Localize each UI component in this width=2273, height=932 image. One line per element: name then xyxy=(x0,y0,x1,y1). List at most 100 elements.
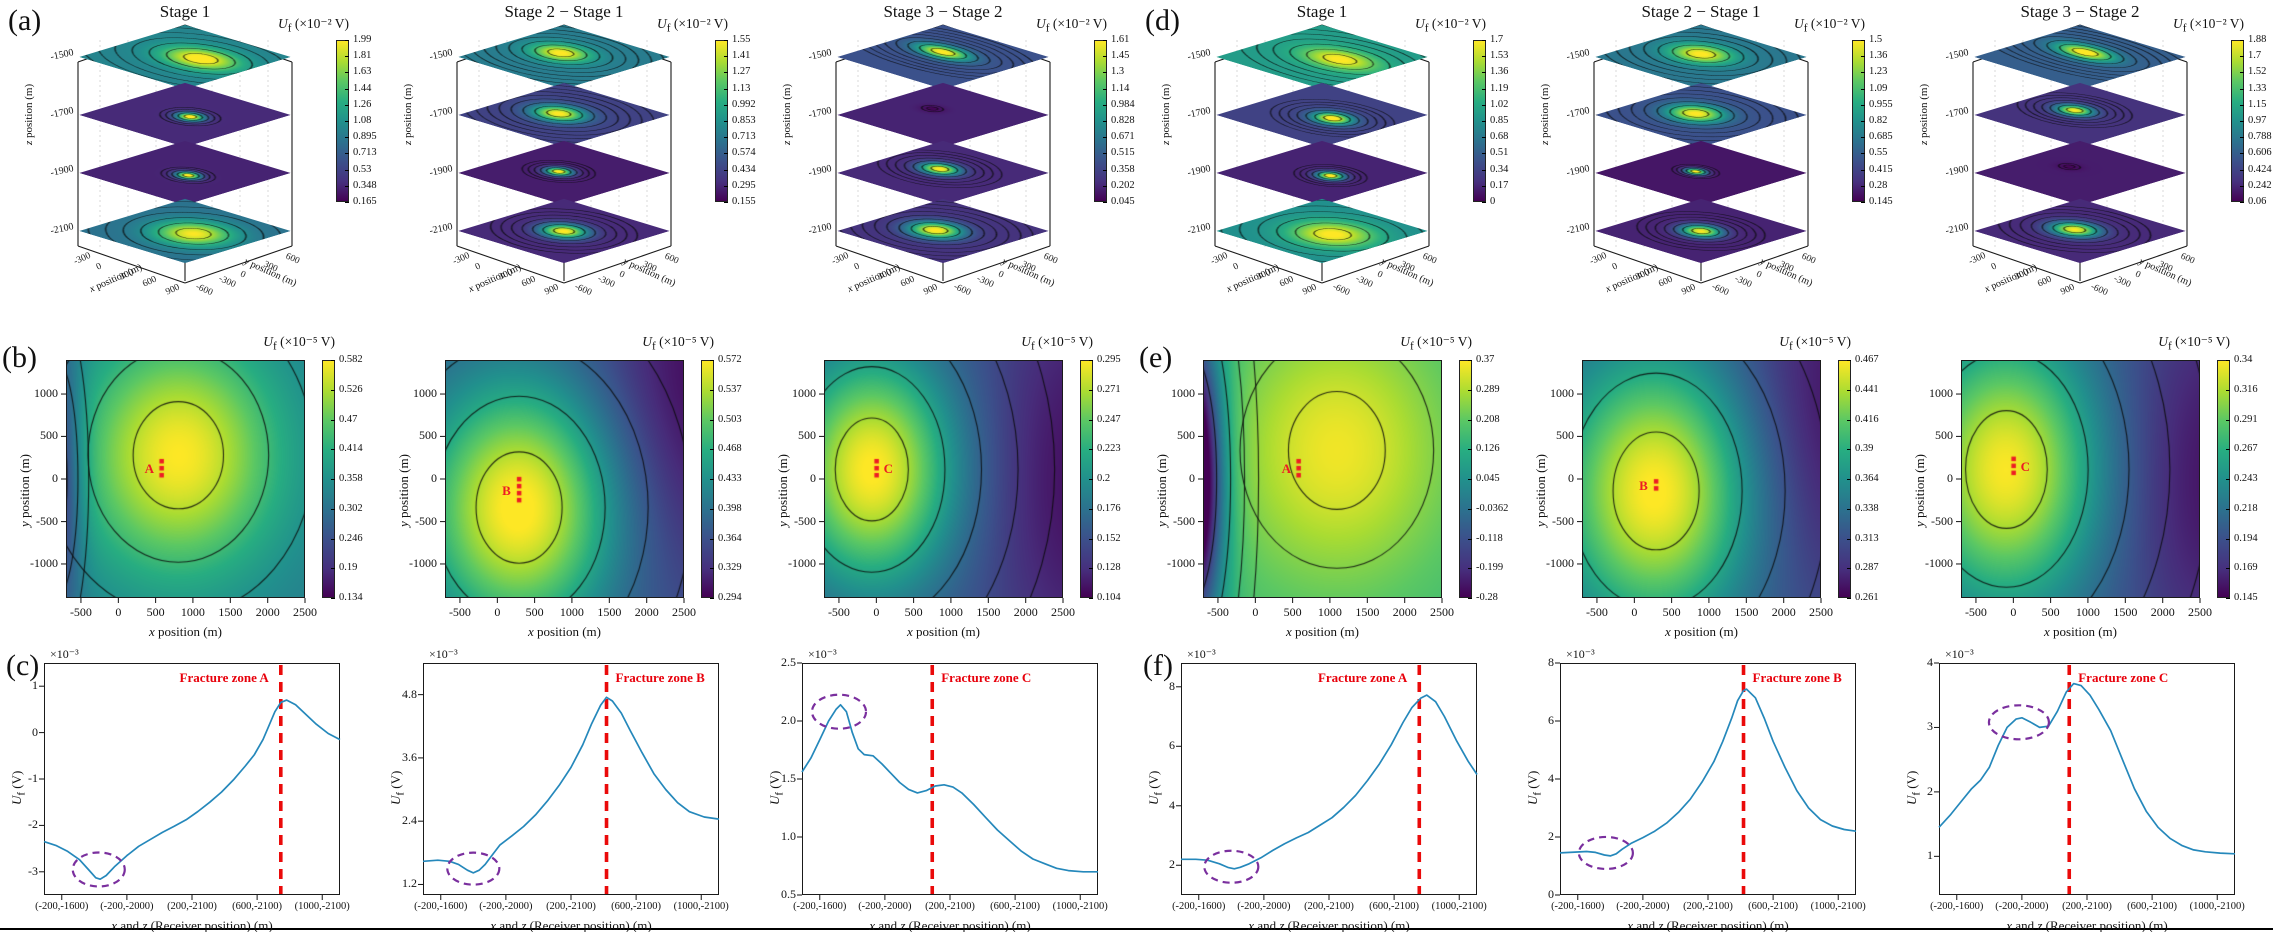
panel-line-profile: ×10⁻³ Fracture zone C 2.5 2.0 1.5 1.0 0.5 (-200… xyxy=(758,635,1137,932)
y-axis-tick-label: 1000 xyxy=(1550,386,1574,401)
plot-title: Stage 3 − Stage 2 xyxy=(883,2,1003,21)
x-axis-tick-label: 0 xyxy=(2010,605,2017,619)
panel-letter: (e) xyxy=(1139,341,1173,374)
z-axis-label: z position (m) xyxy=(1160,83,1172,145)
y-axis-tick-label: 2 xyxy=(1169,857,1175,872)
colorbar-tick-label: 0.243 xyxy=(2234,473,2258,484)
x-axis-tick-label: 1500 xyxy=(976,605,1001,619)
colorbar-tick-label: 0.169 xyxy=(2234,562,2258,574)
colorbar-tick-label: 0.34 xyxy=(2234,354,2253,365)
colorbar-units: (×10⁻² V) xyxy=(1807,16,1865,31)
panel-letter: (c) xyxy=(6,649,40,682)
colorbar-tick-label: 0.338 xyxy=(1855,502,1879,514)
colorbar-tick-mark xyxy=(1103,72,1107,74)
colorbar-tick-mark xyxy=(1468,568,1472,570)
x-axis-label: x position (m) xyxy=(528,624,601,639)
axes-ticks xyxy=(440,393,685,603)
x-axis-tick-label: 2500 xyxy=(672,605,696,619)
x-axis-tick-label: (-200,-2000) xyxy=(1995,901,2049,912)
x-axis-tick-label: 500 xyxy=(904,605,923,619)
colorbar-tick-mark xyxy=(724,169,728,171)
profile-curve xyxy=(43,699,341,881)
x-axis-label: x position (m) xyxy=(1665,624,1738,639)
colorbar-tick-mark xyxy=(2226,508,2230,510)
x-axis-tick-label: (200,-2100) xyxy=(1683,901,1733,912)
fracture-zone-label: Fracture zone B xyxy=(1752,670,1842,685)
colorbar-tick-mark xyxy=(1847,538,1851,540)
contour-map-canvas xyxy=(1961,360,2200,598)
y-axis-tick-label: 2.4 xyxy=(402,813,417,828)
colorbar-tick-mark xyxy=(2226,360,2230,361)
colorbar-tick-label: 1.09 xyxy=(1869,82,1888,94)
colorbar-tick-mark xyxy=(1103,88,1107,90)
colorbar-tick-label: 0.247 xyxy=(1097,413,1121,425)
colorbar-tick-label: 0.145 xyxy=(2234,592,2258,603)
colorbar-tick-mark xyxy=(2226,449,2230,451)
y-axis-tick-label: 0 xyxy=(1548,887,1554,901)
marker-letter: A xyxy=(1281,461,1291,477)
colorbar-tick-mark xyxy=(2240,121,2244,122)
y-axis-tick-label: -500 xyxy=(36,513,58,528)
colorbar-tick-label: 0.414 xyxy=(339,443,363,455)
y-axis-label-part: f xyxy=(1152,792,1165,796)
colorbar-tick-label: 1.53 xyxy=(1490,50,1509,62)
z-axis-label: z position (m) xyxy=(781,83,793,145)
z-axis-label: z position (m) xyxy=(402,83,414,145)
colorbar-units: (×10⁻⁵ V) xyxy=(1792,334,1851,349)
y-axis-tick-label: 1000 xyxy=(1171,386,1195,401)
colorbar-tick-mark xyxy=(1861,153,1865,155)
colorbar-title: Uf (×10⁻⁵ V) xyxy=(940,335,1093,353)
y-axis-tick-label: 1000 xyxy=(792,386,816,401)
colorbar-title: Uf (×10⁻² V) xyxy=(196,17,349,35)
y-axis-label-part: U xyxy=(1525,795,1540,805)
x-axis-tick-label: (1000,-2100) xyxy=(1052,901,1108,912)
panel-2d-contour: B -500 0 500 1000 1500 2000 2500 1000 500 0 -500 -10… xyxy=(1516,295,1895,640)
colorbar-tick-mark xyxy=(1482,169,1486,171)
colorbar-tick-label: -0.118 xyxy=(1476,532,1503,544)
y-axis-label: y position (m) xyxy=(1912,454,1927,527)
colorbar-tick-mark xyxy=(1482,72,1486,74)
colorbar-tick-label: 1.14 xyxy=(1111,82,1130,94)
fracture-zone-label: Fracture zone C xyxy=(2078,670,2169,685)
colorbar-units: (×10⁻⁵ V) xyxy=(1034,334,1093,349)
colorbar-tick-mark xyxy=(710,479,714,480)
colorbar-symbol: U xyxy=(277,16,288,31)
axes-ticks xyxy=(61,393,306,603)
colorbar-tick-mark xyxy=(2226,419,2230,421)
colorbar-tick-label: 0.329 xyxy=(718,562,742,574)
panel-letter: (a) xyxy=(8,4,42,37)
colorbar-tick-mark xyxy=(724,56,728,58)
colorbar-tick-mark xyxy=(331,568,335,570)
colorbar-units: (×10⁻² V) xyxy=(670,16,728,31)
highlight-ellipse xyxy=(810,693,868,730)
y-axis-tick-label: 8 xyxy=(1548,655,1554,669)
y-axis-tick-label: -1000 xyxy=(788,555,816,570)
colorbar-tick-mark xyxy=(710,538,714,540)
colorbar-symbol-sub: f xyxy=(287,22,292,35)
plot-box xyxy=(1961,360,2200,598)
colorbar-tick-label: 0.713 xyxy=(353,147,377,159)
x-axis-tick-label: 1500 xyxy=(218,605,243,619)
colorbar-symbol: U xyxy=(1035,16,1046,31)
y-axis-label-part: (V) xyxy=(767,770,782,792)
colorbar-tick-label: 0.126 xyxy=(1476,443,1500,455)
x-axis-tick-label: (-200,-1600) xyxy=(1930,901,1984,912)
colorbar-tick-mark xyxy=(2240,169,2244,171)
x-axis-tick-label: (-200,-1600) xyxy=(1172,901,1226,912)
colorbar-tick-label: 0 xyxy=(1490,196,1496,207)
colorbar-tick-mark xyxy=(724,185,728,187)
colorbar-tick-mark xyxy=(1103,137,1107,139)
colorbar-tick-mark xyxy=(345,185,349,187)
colorbar-tick-label: 0.97 xyxy=(2248,115,2267,126)
colorbar-tick-label: 0.47 xyxy=(339,413,358,425)
colorbar-tick-label: 0.17 xyxy=(1490,179,1509,191)
colorbar-tick-mark xyxy=(1089,419,1093,421)
x-axis-tick-label: (-200,-2000) xyxy=(479,901,533,912)
colorbar-tick-mark xyxy=(1482,185,1486,187)
colorbar-tick-mark xyxy=(1468,508,1472,510)
x-axis-tick-label: 2000 xyxy=(634,605,659,619)
y-axis-label-part: U xyxy=(1904,795,1919,805)
line-plot xyxy=(1176,665,1478,900)
colorbar-tick-mark xyxy=(1861,169,1865,171)
y-axis-tick-label: -500 xyxy=(1931,513,1953,528)
